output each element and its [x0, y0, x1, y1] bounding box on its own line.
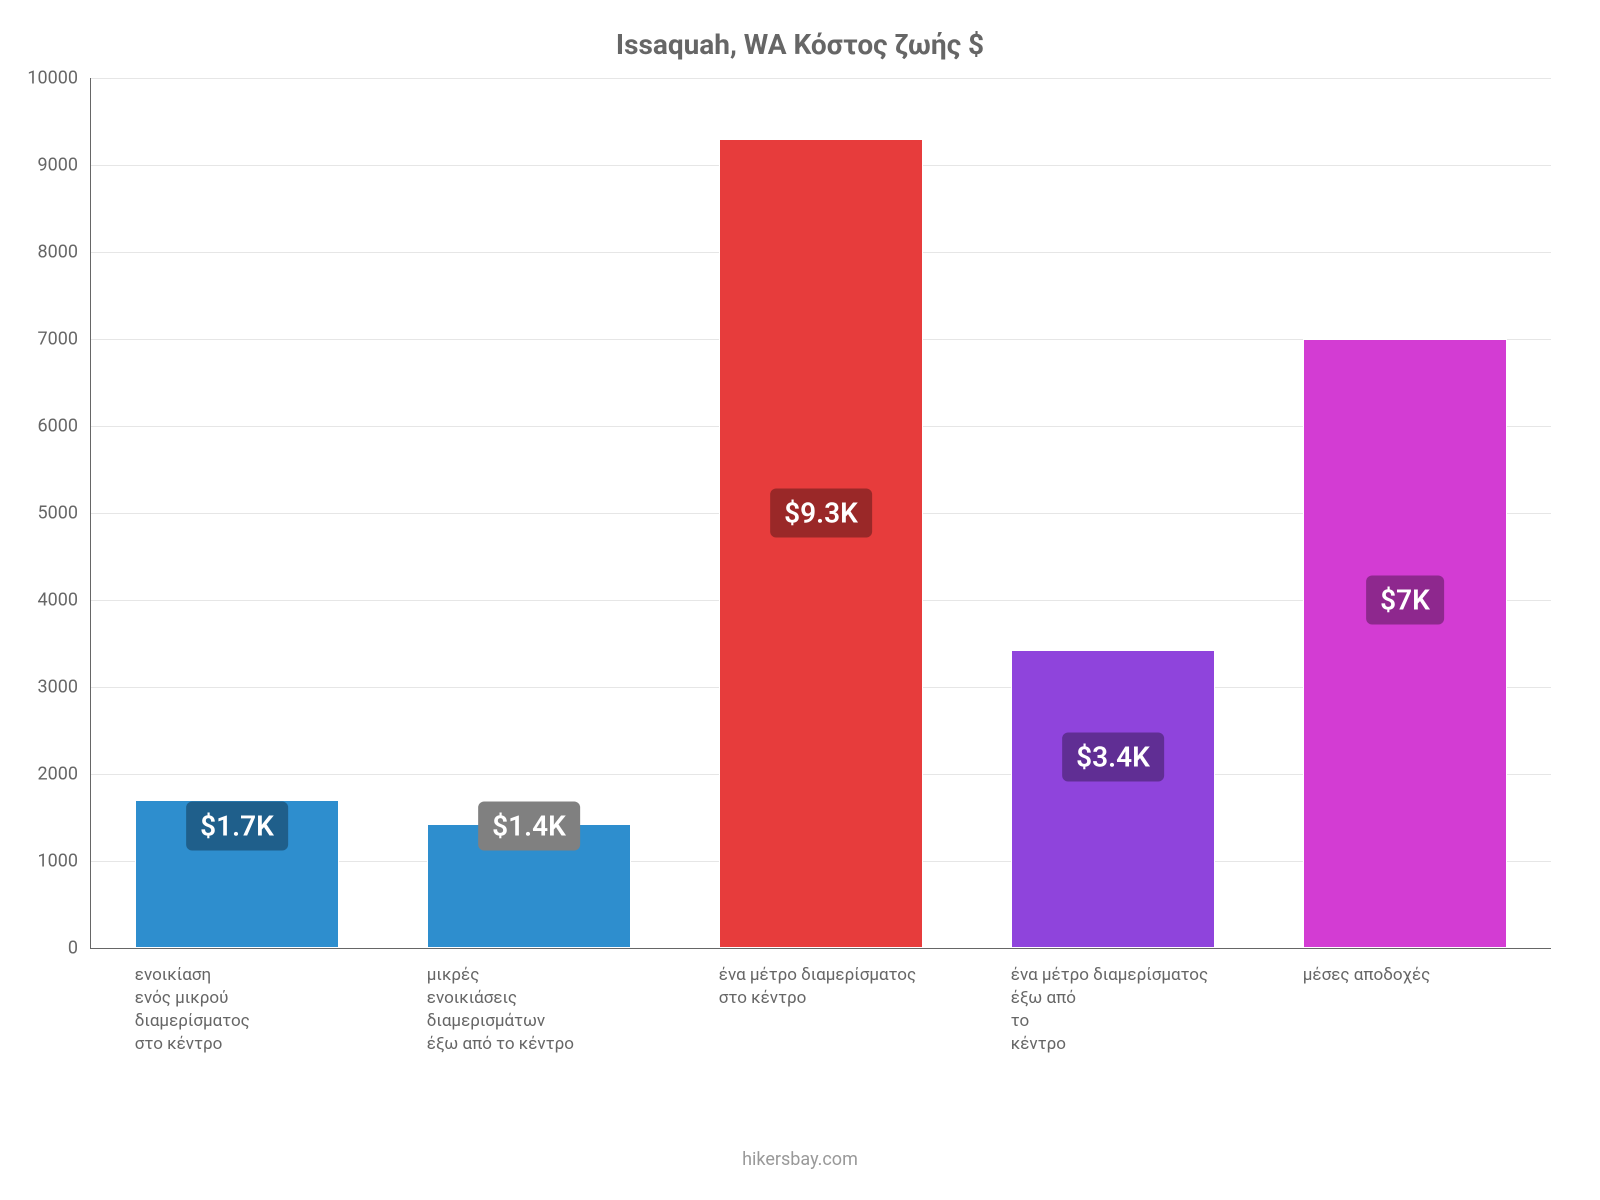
bar-value-badge: $9.3K	[770, 489, 872, 538]
y-tick-label: 10000	[0, 68, 78, 89]
bar-value-badge: $1.7K	[186, 802, 288, 851]
x-tick-label: ένα μέτρο διαμερίσματος έξω από το κέντρ…	[1011, 964, 1255, 1056]
gridline	[91, 78, 1551, 79]
bar-value-badge: $3.4K	[1062, 732, 1164, 781]
y-tick-label: 1000	[0, 851, 78, 872]
x-tick-label: ενοικίαση ενός μικρού διαμερίσματος στο …	[135, 964, 379, 1056]
x-tick-label: μέσες αποδοχές	[1303, 964, 1547, 987]
bar	[1011, 650, 1215, 948]
bar	[1303, 339, 1507, 948]
cost-of-living-chart: Issaquah, WA Κόστος ζωής $ $1.7Kενοικίασ…	[0, 0, 1600, 1200]
attribution-text: hikersbay.com	[0, 1149, 1600, 1170]
chart-title: Issaquah, WA Κόστος ζωής $	[0, 28, 1600, 61]
x-tick-label: ένα μέτρο διαμερίσματος στο κέντρο	[719, 964, 963, 1010]
y-tick-label: 6000	[0, 416, 78, 437]
y-tick-label: 5000	[0, 503, 78, 524]
bar-value-badge: $7K	[1366, 576, 1444, 625]
bar	[719, 139, 923, 948]
y-tick-label: 7000	[0, 329, 78, 350]
x-tick-label: μικρές ενοικιάσεις διαμερισμάτων έξω από…	[427, 964, 671, 1056]
y-tick-label: 2000	[0, 764, 78, 785]
y-tick-label: 0	[0, 938, 78, 959]
y-tick-label: 4000	[0, 590, 78, 611]
bar-value-badge: $1.4K	[478, 802, 580, 851]
plot-area: $1.7Kενοικίαση ενός μικρού διαμερίσματος…	[90, 78, 1551, 949]
y-tick-label: 9000	[0, 155, 78, 176]
y-tick-label: 8000	[0, 242, 78, 263]
y-tick-label: 3000	[0, 677, 78, 698]
